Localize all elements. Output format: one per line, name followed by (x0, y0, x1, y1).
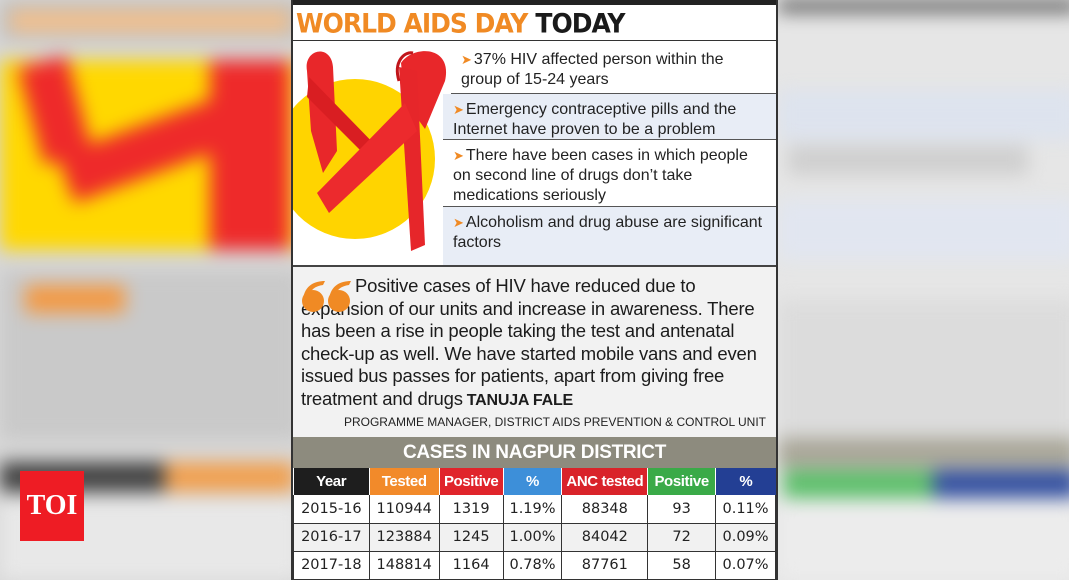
col-header-tested: Tested (369, 468, 440, 495)
quote-text: Positive cases of HIV have reduced due t… (301, 275, 768, 412)
quote-section: Positive cases of HIV have reduced due t… (293, 265, 776, 437)
blurred-background-left (0, 0, 292, 580)
cases-table: Year Tested Positive % ANC tested Positi… (293, 468, 776, 580)
red-ribbon-icon (293, 51, 447, 251)
cell-anc-tested: 84042 (561, 523, 649, 552)
top-rule (293, 0, 776, 5)
fact-item: ➤ 37% HIV affected person within the grou… (451, 44, 776, 94)
bullet-arrow-icon: ➤ (453, 102, 464, 117)
cell-anc-percent: 0.11% (715, 495, 776, 524)
cell-anc-percent: 0.09% (715, 523, 776, 552)
fact-text: Emergency contraceptive pills and the In… (453, 101, 737, 138)
title-world-aids-day: WORLD AIDS DAY (296, 7, 528, 39)
infographic-card: WORLD AIDS DAY TODAY ➤ 37% HIV affected p… (291, 0, 778, 580)
table-row: 2016-17 123884 1245 1.00% 84042 72 0.09% (293, 523, 776, 552)
col-header-anc-percent: % (715, 468, 776, 495)
table-title: CASES IN NAGPUR DISTRICT (293, 437, 776, 468)
cell-anc-percent: 0.07% (715, 551, 776, 580)
cell-positive: 1319 (438, 495, 504, 524)
cell-tested: 123884 (368, 523, 440, 552)
cell-percent: 1.19% (502, 495, 563, 524)
bullet-arrow-icon: ➤ (453, 148, 464, 163)
cell-positive: 1164 (438, 551, 504, 580)
cell-year: 2016-17 (293, 523, 370, 552)
col-header-positive: Positive (439, 468, 504, 495)
fact-item: ➤ Alcoholism and drug abuse are significa… (443, 207, 776, 265)
col-header-anc-tested: ANC tested (561, 468, 649, 495)
cell-year: 2017-18 (293, 551, 370, 580)
bullet-arrow-icon: ➤ (461, 52, 472, 67)
table-row: 2017-18 148814 1164 0.78% 87761 58 0.07% (293, 551, 776, 580)
facts-section: ➤ 37% HIV affected person within the grou… (293, 40, 776, 266)
fact-text: There have been cases in which people on… (453, 147, 748, 204)
cell-tested: 110944 (368, 495, 440, 524)
cell-anc-tested: 87761 (561, 551, 649, 580)
title-today: TODAY (535, 7, 625, 39)
cell-tested: 148814 (368, 551, 440, 580)
toi-logo: TOI (20, 471, 84, 541)
cell-anc-positive: 58 (647, 551, 717, 580)
fact-item: ➤ Emergency contraceptive pills and the I… (443, 94, 776, 140)
table-header-row: Year Tested Positive % ANC tested Positi… (293, 468, 776, 495)
fact-item: ➤ There have been cases in which people o… (443, 140, 776, 207)
cell-percent: 0.78% (502, 551, 563, 580)
quote-mark-icon (302, 281, 351, 312)
fact-text: 37% HIV affected person within the group… (461, 51, 724, 88)
table-row: 2015-16 110944 1319 1.19% 88348 93 0.11% (293, 495, 776, 524)
col-header-anc-positive: Positive (647, 468, 717, 495)
page-title: WORLD AIDS DAY TODAY (293, 4, 776, 43)
blurred-background-right (778, 0, 1069, 580)
quote-speaker-role: PROGRAMME MANAGER, DISTRICT AIDS PREVENT… (343, 415, 766, 429)
col-header-year: Year (293, 468, 370, 495)
fact-text: Alcoholism and drug abuse are significan… (453, 214, 763, 251)
col-header-percent: % (503, 468, 563, 495)
quote-body: Positive cases of HIV have reduced due t… (301, 275, 757, 409)
cell-anc-tested: 88348 (561, 495, 649, 524)
cell-anc-positive: 72 (647, 523, 717, 552)
bullet-arrow-icon: ➤ (453, 215, 464, 230)
cell-anc-positive: 93 (647, 495, 717, 524)
quote-speaker: TANUJA FALE (466, 391, 574, 409)
cell-positive: 1245 (438, 523, 504, 552)
cell-year: 2015-16 (293, 495, 370, 524)
cell-percent: 1.00% (502, 523, 563, 552)
